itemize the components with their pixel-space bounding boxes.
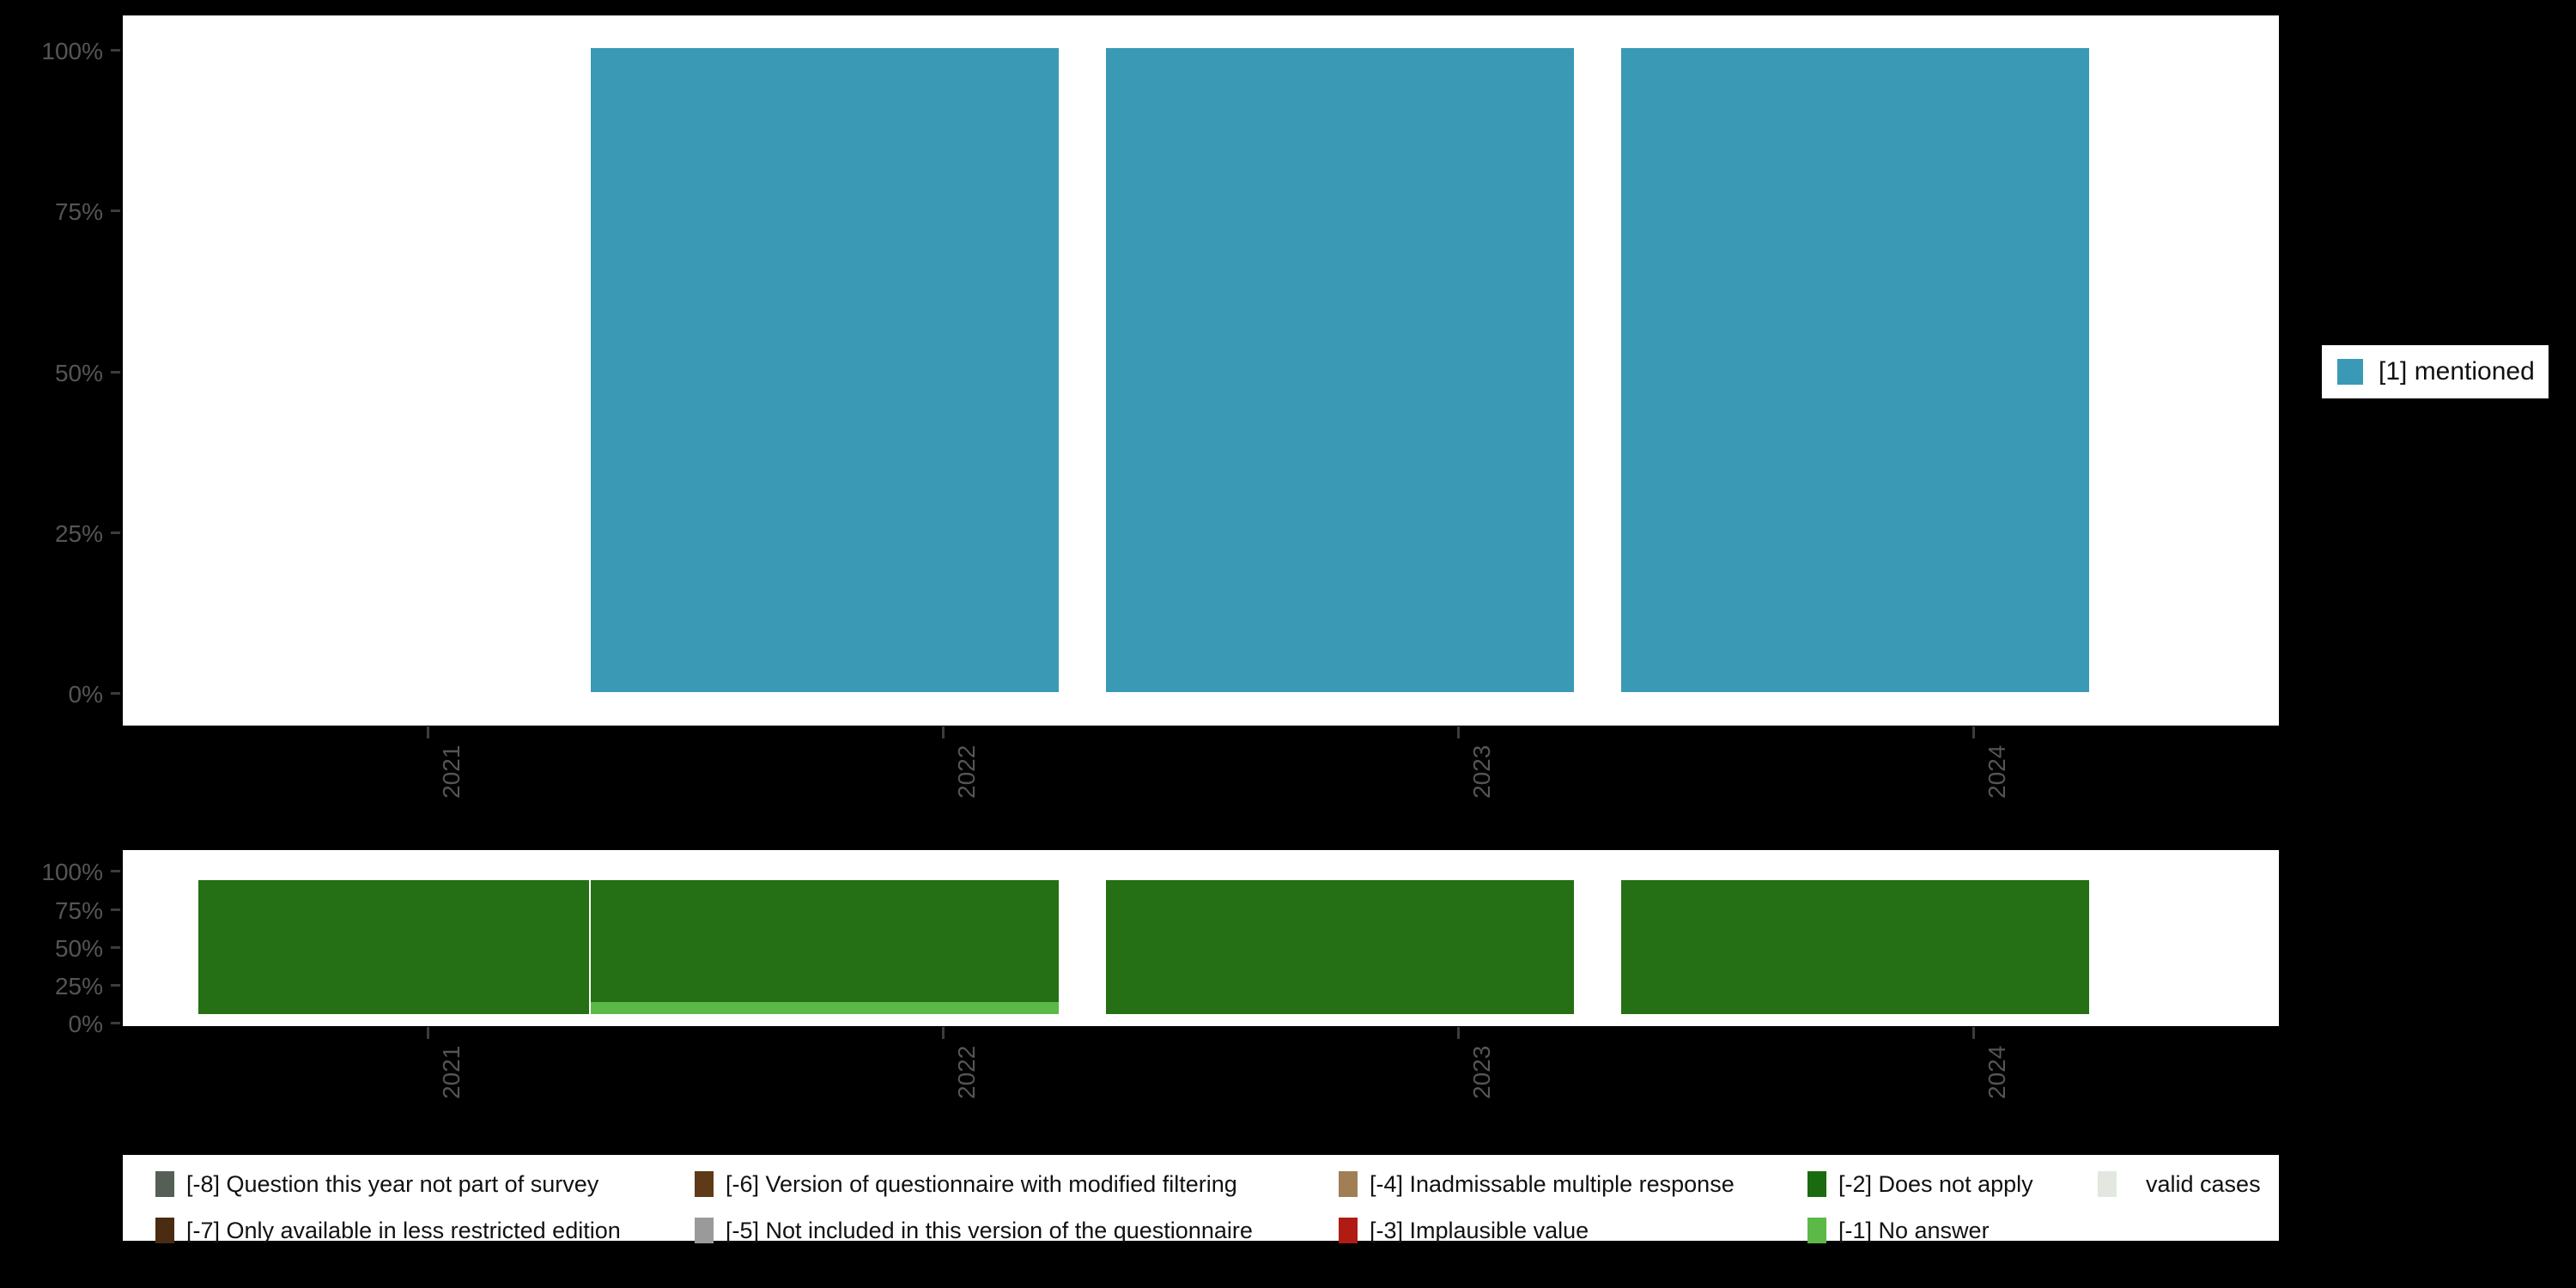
y-tick-mark-0 <box>111 692 120 695</box>
segment-no-answer-2022[interactable] <box>591 1001 1059 1014</box>
y-tick-mark-25 <box>111 532 120 534</box>
segment-mentioned-2022[interactable] <box>591 48 1059 692</box>
segment-mentioned-2024[interactable] <box>1621 48 2089 692</box>
x-tick-mark-2022-bottom <box>942 1027 945 1039</box>
y-tick-label-100: 100% <box>41 38 103 64</box>
x-tick-label-2023-top: 2023 <box>1468 744 1495 799</box>
legend-item-minus1[interactable]: [-1] No answer <box>1807 1209 1990 1252</box>
x-tick-label-2021-bottom: 2021 <box>438 1045 465 1099</box>
legend-right: [1] mentioned <box>2322 345 2549 398</box>
segment-does-not-apply-2023[interactable] <box>1106 880 1574 1014</box>
x-tick-mark-2023-bottom <box>1457 1027 1460 1039</box>
top-chart-plot-area <box>123 15 2279 726</box>
y-tick-label-25-bottom: 25% <box>54 973 103 999</box>
y-tick-mark-100 <box>111 49 120 52</box>
segment-does-not-apply-2021[interactable] <box>198 880 589 1014</box>
bar-2022-bottom[interactable] <box>591 880 1059 1014</box>
x-tick-label-2022-bottom: 2022 <box>953 1045 980 1099</box>
bottom-chart-bars <box>123 850 2279 1026</box>
legend-swatch-minus4 <box>1339 1171 1358 1197</box>
y-tick-label-50-bottom: 50% <box>54 935 103 962</box>
y-tick-label-0-bottom: 0% <box>68 1011 103 1037</box>
legend-swatch-minus8 <box>155 1171 174 1197</box>
top-chart-bars <box>123 15 2279 726</box>
legend-item-minus3[interactable]: [-3] Implausible value <box>1339 1209 1589 1252</box>
x-tick-mark-2021-top <box>427 726 429 738</box>
legend-label-minus7: [-7] Only available in less restricted e… <box>186 1218 621 1243</box>
legend-swatch-mentioned <box>2337 359 2363 385</box>
x-tick-label-2021-top: 2021 <box>438 744 465 799</box>
y-tick-mark-50 <box>111 371 120 374</box>
legend-swatch-minus1 <box>1807 1218 1826 1243</box>
x-tick-mark-2023-top <box>1457 726 1460 738</box>
legend-swatch-minus2 <box>1807 1171 1826 1197</box>
legend-label-minus2: [-2] Does not apply <box>1838 1171 2033 1197</box>
legend-item-minus7[interactable]: [-7] Only available in less restricted e… <box>155 1209 621 1252</box>
legend-item-minus6[interactable]: [-6] Version of questionnaire with modif… <box>695 1163 1237 1206</box>
legend-label-minus5: [-5] Not included in this version of the… <box>726 1218 1253 1243</box>
legend-row-2: [-7] Only available in less restricted e… <box>123 1209 2279 1252</box>
legend-label-minus6: [-6] Version of questionnaire with modif… <box>726 1171 1237 1197</box>
legend-label-minus3: [-3] Implausible value <box>1370 1218 1589 1243</box>
y-tick-label-0: 0% <box>68 681 103 708</box>
x-tick-label-2024-bottom: 2024 <box>1984 1045 2010 1099</box>
y-tick-label-100-bottom: 100% <box>41 859 103 885</box>
segment-does-not-apply-2022[interactable] <box>591 880 1059 1002</box>
x-tick-label-2024-top: 2024 <box>1984 744 2010 799</box>
legend-swatch-valid-cases <box>2098 1171 2117 1197</box>
legend-item-minus8[interactable]: [-8] Question this year not part of surv… <box>155 1163 598 1206</box>
legend-item-minus2[interactable]: [-2] Does not apply <box>1807 1163 2033 1206</box>
y-tick-mark-75-bottom <box>111 908 120 911</box>
legend-swatch-minus7 <box>155 1218 174 1243</box>
x-tick-label-2022-top: 2022 <box>953 744 980 799</box>
bar-2024-top[interactable] <box>1621 48 2089 692</box>
bar-2021-bottom[interactable] <box>198 880 589 1014</box>
x-tick-mark-2022-top <box>942 726 945 738</box>
legend-swatch-minus3 <box>1339 1218 1358 1243</box>
x-tick-mark-2024-bottom <box>1972 1027 1975 1039</box>
y-tick-label-25: 25% <box>54 520 103 547</box>
x-tick-mark-2024-top <box>1972 726 1975 738</box>
legend-label-minus1: [-1] No answer <box>1838 1218 1990 1243</box>
legend-label-valid-cases: valid cases <box>2146 1171 2261 1197</box>
y-tick-label-75: 75% <box>54 198 103 225</box>
y-tick-label-75-bottom: 75% <box>54 897 103 924</box>
y-tick-label-50: 50% <box>54 360 103 386</box>
legend-swatch-minus6 <box>695 1171 714 1197</box>
bar-2023-bottom[interactable] <box>1106 880 1574 1014</box>
x-tick-label-2023-bottom: 2023 <box>1468 1045 1495 1099</box>
legend-label-minus8: [-8] Question this year not part of surv… <box>186 1171 599 1197</box>
segment-mentioned-2023[interactable] <box>1106 48 1574 692</box>
legend-item-valid-cases[interactable]: valid cases <box>2098 1163 2261 1206</box>
legend-item-minus4[interactable]: [-4] Inadmissable multiple response <box>1339 1163 1735 1206</box>
y-tick-mark-25-bottom <box>111 984 120 987</box>
legend-label-mentioned[interactable]: [1] mentioned <box>2379 357 2535 386</box>
bottom-chart-plot-area <box>123 850 2279 1026</box>
y-tick-mark-100-bottom <box>111 870 120 872</box>
bar-2023-top[interactable] <box>1106 48 1574 692</box>
legend-item-minus5[interactable]: [-5] Not included in this version of the… <box>695 1209 1253 1252</box>
y-tick-mark-50-bottom <box>111 946 120 949</box>
legend-row-1: [-8] Question this year not part of surv… <box>123 1163 2279 1206</box>
segment-does-not-apply-2024[interactable] <box>1621 880 2089 1014</box>
legend-label-minus4: [-4] Inadmissable multiple response <box>1370 1171 1735 1197</box>
legend-swatch-minus5 <box>695 1218 714 1243</box>
legend-bottom: [-8] Question this year not part of surv… <box>123 1155 2279 1243</box>
y-tick-mark-75 <box>111 210 120 212</box>
bar-2022-top[interactable] <box>591 48 1059 692</box>
bar-2024-bottom[interactable] <box>1621 880 2089 1014</box>
y-tick-mark-0-bottom <box>111 1022 120 1024</box>
x-tick-mark-2021-bottom <box>427 1027 429 1039</box>
